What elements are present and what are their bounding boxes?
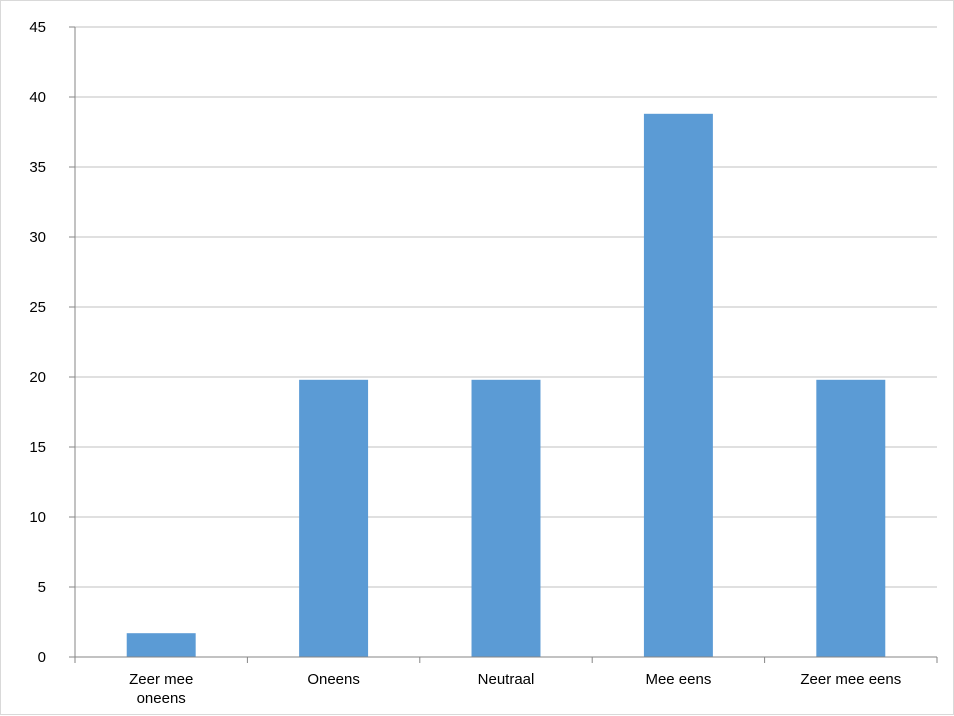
x-category-label: Zeer mee oneens: [129, 671, 193, 707]
bar-zeer-mee-oneens: [126, 633, 196, 657]
bars: [126, 113, 886, 658]
x-category-label-line: oneens: [137, 690, 186, 707]
y-tick-label: 40: [29, 89, 46, 106]
x-category-label-line: Zeer mee eens: [800, 671, 901, 688]
x-category-label: Mee eens: [645, 671, 711, 688]
gridlines: [75, 26, 937, 588]
y-tick-label: 45: [29, 19, 46, 36]
x-category-label: Oneens: [307, 671, 360, 688]
x-category-label: Neutraal: [478, 671, 535, 688]
y-tick-labels: 0 5 10 15 20 25 30 35 40 45: [29, 19, 46, 666]
axes: [69, 26, 938, 663]
x-category-label-line: Zeer mee: [129, 671, 193, 688]
x-category-label-line: Neutraal: [478, 671, 535, 688]
y-tick-label: 5: [38, 579, 46, 596]
bar-neutraal: [471, 379, 541, 657]
x-category-label: Zeer mee eens: [800, 671, 901, 688]
x-category-label-line: Mee eens: [645, 671, 711, 688]
y-tick-label: 20: [29, 369, 46, 386]
x-category-label-line: Oneens: [307, 671, 360, 688]
y-tick-label: 15: [29, 439, 46, 456]
bar-mee-eens: [643, 113, 713, 658]
bar-zeer-mee-eens: [816, 379, 886, 657]
bar-oneens: [299, 379, 369, 657]
y-tick-label: 35: [29, 159, 46, 176]
y-tick-label: 0: [38, 649, 46, 666]
x-category-labels: Zeer mee oneens Oneens Neutraal Mee eens Zeer…: [129, 671, 901, 707]
y-tick-label: 10: [29, 509, 46, 526]
y-tick-label: 25: [29, 299, 46, 316]
y-tick-label: 30: [29, 229, 46, 246]
